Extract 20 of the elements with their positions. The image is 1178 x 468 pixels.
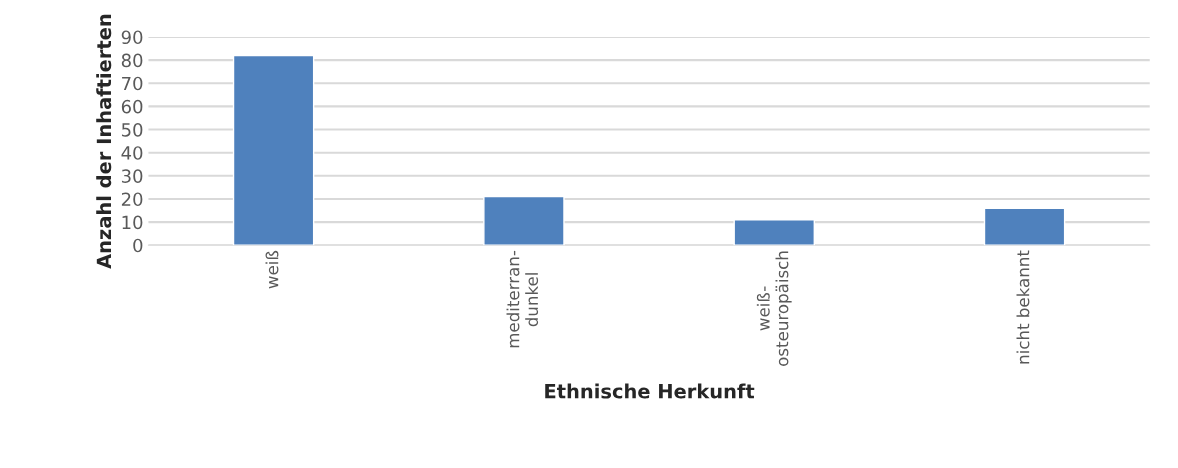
y-tick-label: 40 [121,146,143,160]
y-tick-label: 20 [121,192,143,207]
bar [733,219,815,246]
y-tick-label: 10 [122,215,143,230]
x-tick-label: weiß [265,250,279,289]
y-tick-label: 0 [133,238,143,253]
x-tick-label: weiß- osteuropäisch [756,251,792,366]
y-tick-label: 60 [121,99,143,114]
y-tick-label: 90 [121,30,143,45]
bar [232,54,315,246]
y-axis-title: Anzahl der Inhaftierten [96,14,112,269]
bar [983,207,1066,246]
y-tick-label: 70 [122,76,143,91]
x-tick-label: mediterran- dunkel [506,250,539,348]
y-tick-label: 80 [121,53,143,68]
y-tick-label: 30 [121,169,143,183]
bar [483,195,565,246]
y-tick-label: 50 [121,122,143,137]
x-tick-label: nicht bekannt [1016,250,1030,364]
x-axis-title: Ethnische Herkunft [545,383,755,399]
